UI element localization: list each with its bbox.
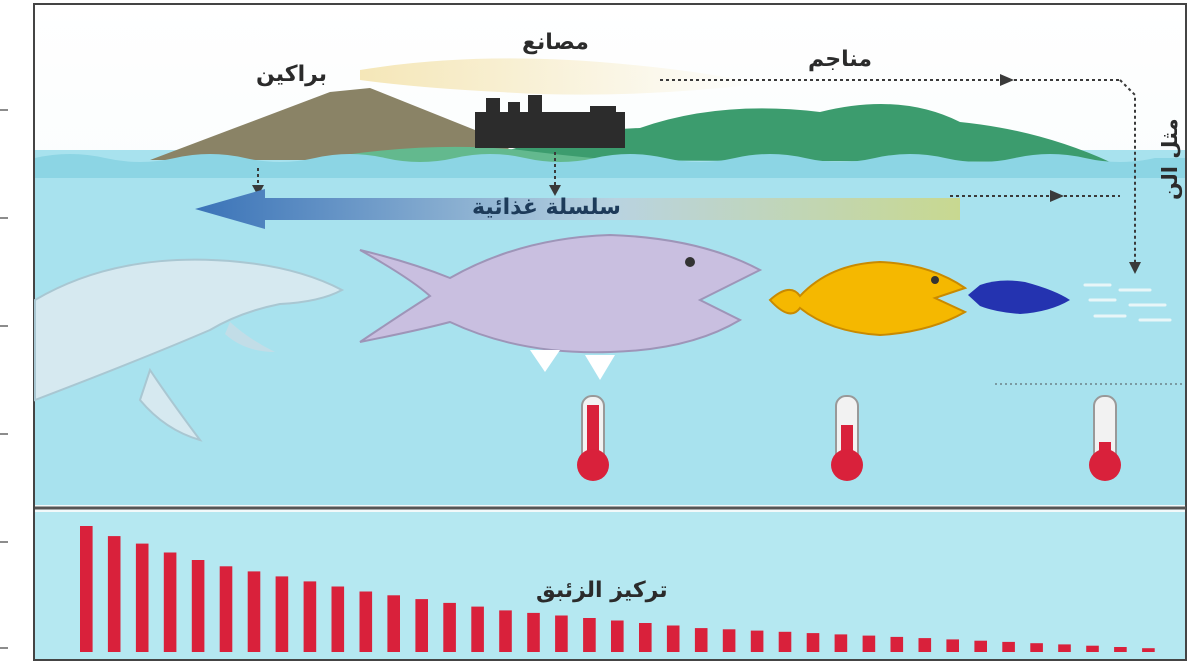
mercury-bar xyxy=(750,630,764,652)
mercury-bar xyxy=(107,536,121,652)
mercury-bar xyxy=(331,586,345,652)
mercury-bar xyxy=(359,591,373,652)
mercury-bar xyxy=(974,640,987,652)
mercury-bar xyxy=(387,595,400,652)
mercury-bar xyxy=(303,581,317,652)
mercury-bar xyxy=(1002,641,1015,652)
label-mercury-concentration: تركيز الزئبق xyxy=(536,578,668,603)
mercury-bar xyxy=(527,612,540,652)
mercury-bar xyxy=(247,571,261,652)
mercury-bar xyxy=(1030,643,1043,652)
volcano-icon xyxy=(150,88,520,160)
mercury-bar xyxy=(946,639,959,652)
left-margin-ticks xyxy=(0,109,8,649)
small-fish-icon xyxy=(968,280,1070,314)
mercury-bar xyxy=(471,606,484,652)
mercury-bar xyxy=(275,576,289,652)
thermometer-icon xyxy=(577,395,609,481)
water-surface xyxy=(35,154,1185,178)
mercury-bar xyxy=(611,620,624,652)
mercury-bar xyxy=(834,634,848,652)
mercury-bar xyxy=(163,552,177,652)
mercury-bars xyxy=(80,526,1155,652)
left-arrow-icon xyxy=(195,189,960,229)
mercury-bar xyxy=(722,629,736,652)
big-fish-icon xyxy=(359,233,763,380)
plankton-icon xyxy=(1083,283,1172,322)
mercury-bar xyxy=(555,615,568,652)
label-side-text: مثل الن xyxy=(1158,118,1182,200)
mercury-bar xyxy=(191,560,205,652)
label-factories: مصانع xyxy=(522,30,589,55)
arrow-heads xyxy=(252,74,1141,274)
mercury-bar xyxy=(666,625,680,652)
mercury-bar xyxy=(415,599,428,652)
mercury-bar xyxy=(778,631,792,652)
mercury-bar xyxy=(639,623,652,652)
factory-icon xyxy=(475,95,625,148)
dolphin-icon xyxy=(34,258,345,442)
mountain-icon xyxy=(480,104,1110,162)
smoke-plume xyxy=(360,58,760,95)
label-mines: مناجم xyxy=(808,47,872,72)
mercury-bar xyxy=(806,633,820,652)
mercury-bar xyxy=(80,526,93,652)
mercury-bar xyxy=(583,618,596,652)
mercury-bar xyxy=(135,543,149,652)
mercury-bar xyxy=(1142,648,1155,652)
mercury-bar xyxy=(1086,645,1099,652)
mercury-bar xyxy=(862,635,876,652)
thermometer-icon xyxy=(1089,395,1121,481)
mercury-bar xyxy=(1058,644,1071,652)
label-volcanoes: براكين xyxy=(256,62,328,87)
mercury-bar xyxy=(219,566,233,652)
mercury-bar xyxy=(890,636,904,652)
thermometer-icon xyxy=(831,395,863,481)
mercury-bar xyxy=(918,638,932,652)
mercury-bar xyxy=(1114,647,1127,652)
medium-fish-icon xyxy=(768,260,968,337)
mercury-bar xyxy=(499,610,512,652)
label-food-chain: سلسلة غذائية xyxy=(472,195,621,220)
mercury-bar xyxy=(694,628,708,652)
dotted-pathways xyxy=(257,79,1136,265)
mercury-bar xyxy=(443,602,456,652)
